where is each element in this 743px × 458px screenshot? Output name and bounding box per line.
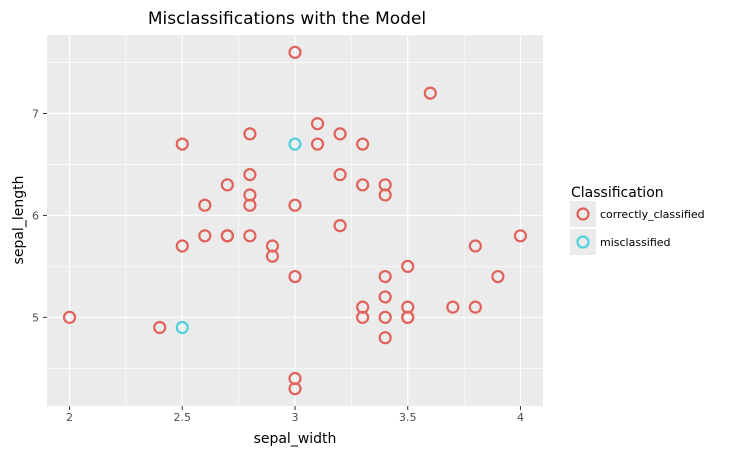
point-correctly_classified xyxy=(446,300,460,314)
point-correctly_classified xyxy=(310,117,325,131)
point-misclassified xyxy=(175,320,189,335)
point-correctly_classified xyxy=(423,86,437,100)
chart-title: Misclassifications with the Model xyxy=(148,9,426,29)
point-correctly_classified xyxy=(310,137,325,151)
x-tick-label: 3.5 xyxy=(399,411,417,424)
point-correctly_classified xyxy=(175,137,189,151)
point-correctly_classified xyxy=(468,300,482,314)
y-axis-title: sepal_length xyxy=(11,176,27,265)
legend-key-correctly_classified xyxy=(576,207,590,221)
legend-key-background xyxy=(570,201,596,227)
point-correctly_classified xyxy=(220,178,234,192)
legend-label-correctly_classified: correctly_classified xyxy=(600,208,705,221)
point-correctly_classified xyxy=(198,198,212,212)
point-correctly_classified xyxy=(288,45,302,59)
point-correctly_classified xyxy=(378,290,392,304)
point-correctly_classified xyxy=(243,198,257,212)
point-correctly_classified xyxy=(356,178,370,192)
point-correctly_classified xyxy=(333,218,347,233)
point-correctly_classified xyxy=(333,127,347,141)
point-correctly_classified xyxy=(153,320,167,335)
point-correctly_classified xyxy=(62,310,77,324)
point-correctly_classified xyxy=(288,382,302,396)
point-correctly_classified xyxy=(265,249,280,263)
x-axis-title: sepal_width xyxy=(254,431,337,447)
point-correctly_classified xyxy=(198,229,212,243)
y-tick-label: 7 xyxy=(32,107,39,120)
point-correctly_classified xyxy=(288,269,302,284)
point-correctly_classified xyxy=(243,168,257,182)
point-correctly_classified xyxy=(243,229,257,243)
point-correctly_classified xyxy=(401,259,415,273)
point-misclassified xyxy=(288,137,302,151)
y-axis-ticks: 5 6 7 xyxy=(32,107,47,324)
point-correctly_classified xyxy=(378,310,392,324)
x-tick-label: 3 xyxy=(292,411,299,424)
point-correctly_classified xyxy=(333,168,347,182)
y-tick-label: 6 xyxy=(32,209,39,222)
legend-key-misclassified xyxy=(576,235,590,249)
point-correctly_classified xyxy=(243,127,257,141)
point-correctly_classified xyxy=(175,239,189,253)
point-correctly_classified xyxy=(356,310,370,324)
point-correctly_classified xyxy=(356,137,370,151)
point-correctly_classified xyxy=(401,310,415,324)
point-correctly_classified xyxy=(288,198,302,212)
point-correctly_classified xyxy=(378,331,392,345)
x-axis-ticks: 2 2.5 3 3.5 4 xyxy=(66,406,524,424)
major-gridlines xyxy=(47,35,543,406)
x-tick-label: 2.5 xyxy=(174,411,192,424)
legend-title: Classification xyxy=(571,185,664,201)
legend-key-background xyxy=(570,229,596,255)
point-correctly_classified xyxy=(220,229,234,243)
point-correctly_classified xyxy=(468,239,482,253)
x-tick-label: 4 xyxy=(517,411,524,424)
point-correctly_classified xyxy=(513,229,528,243)
x-tick-label: 2 xyxy=(66,411,73,424)
point-correctly_classified xyxy=(378,269,392,284)
y-tick-label: 5 xyxy=(32,311,39,324)
legend: Classification correctly_classifiedmiscl… xyxy=(570,185,705,255)
legend-label-misclassified: misclassified xyxy=(600,236,671,249)
data-points xyxy=(62,45,528,396)
point-correctly_classified xyxy=(491,269,505,284)
point-correctly_classified xyxy=(378,188,392,202)
